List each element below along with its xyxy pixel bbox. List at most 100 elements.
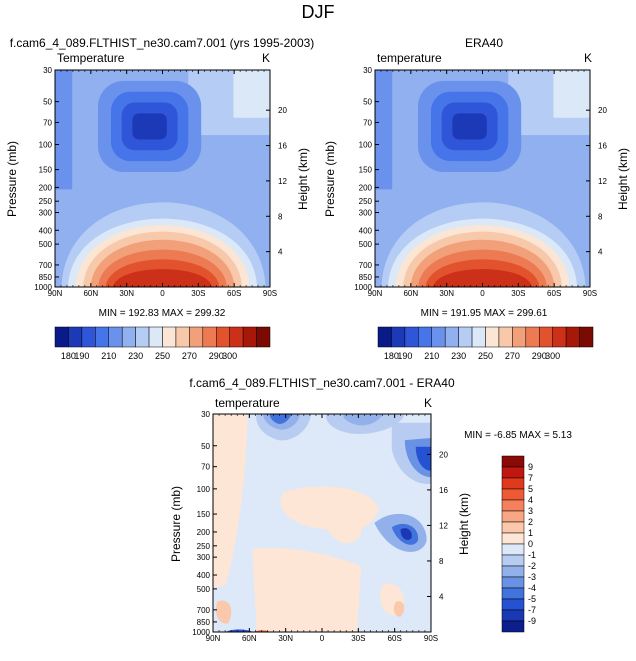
y-tick-label: 1000 — [354, 283, 372, 292]
colorbar-swatch — [579, 326, 594, 348]
colorbar-swatch — [162, 326, 177, 348]
panel-diff-left-label: temperature — [215, 396, 280, 410]
colorbar-label: 180 — [384, 351, 399, 361]
x-tick-label: 60N — [242, 634, 257, 643]
colorbar-swatch — [501, 587, 525, 600]
plot-diff: 90N 60N 30N 0 30S 60S 90S 30 50 70 100 150 200 250 300… — [192, 410, 448, 643]
colorbar-swatch — [501, 521, 525, 534]
colorbar-label: -4 — [528, 583, 536, 593]
colorbar-label: -5 — [528, 594, 536, 604]
colorbar-label: 190 — [397, 351, 412, 361]
colorbar-label: 190 — [74, 351, 89, 361]
x-tick-label: 30S — [351, 634, 365, 643]
panel-model-ylabel: Pressure (mb) — [5, 141, 19, 217]
colorbar-label: -9 — [528, 616, 536, 626]
y-tick-label: 500 — [359, 240, 373, 249]
colorbar-label: 4 — [528, 495, 533, 505]
y2-tick-label: 20 — [439, 450, 448, 459]
colorbar-label: 270 — [505, 351, 520, 361]
plot-obs: 90N 60N 30N 0 30S 60S 90S 30 50 70 100 150 200 250 300… — [354, 66, 607, 298]
contour-band — [233, 70, 270, 118]
colorbar-swatch — [501, 488, 525, 501]
y-tick-label: 700 — [39, 261, 53, 270]
panel-model-unit: K — [262, 51, 270, 65]
panel-model-left-label: Temperature — [57, 51, 125, 65]
colorbar-label: 9 — [528, 462, 533, 472]
panel-model: f.cam6_4_089.FLTHIST_ne30.cam7.001 (yrs … — [5, 36, 314, 361]
colorbar-label: 0 — [528, 539, 533, 549]
contour-band — [213, 414, 248, 589]
x-tick-label: 30N — [439, 289, 454, 298]
colorbar-label: 290 — [209, 351, 224, 361]
y-tick-label: 250 — [197, 542, 211, 551]
contour-band — [452, 113, 487, 140]
contour-band — [113, 269, 212, 287]
colorbar-swatch — [229, 326, 244, 348]
colorbar-swatch — [501, 499, 525, 512]
colorbar-label: 180 — [61, 351, 76, 361]
colorbar-swatch — [121, 326, 136, 348]
colorbar-swatch — [501, 466, 525, 479]
x-tick-label: 90S — [424, 634, 438, 643]
y-tick-label: 850 — [197, 618, 211, 627]
contour-band — [375, 70, 393, 190]
plot-model: 90N 60N 30N 0 30S 60S 90S 30 50 70 100 150 200 250 300… — [34, 66, 287, 298]
y2-tick-label: 12 — [598, 177, 607, 186]
colorbar-swatch — [501, 565, 525, 578]
panel-obs-y2label: Height (km) — [616, 148, 630, 210]
colorbar-label: 290 — [532, 351, 547, 361]
panel-obs-minmax: MIN = 191.95 MAX = 299.61 — [421, 308, 548, 319]
colorbar-swatch — [108, 326, 123, 348]
x-tick-label: 90N — [368, 289, 383, 298]
y-tick-label: 500 — [39, 240, 53, 249]
y2-tick-label: 4 — [278, 248, 283, 257]
colorbar-label: -3 — [528, 572, 536, 582]
y-tick-label: 250 — [39, 197, 53, 206]
y-tick-label: 70 — [43, 118, 52, 127]
colorbar-swatch — [256, 326, 271, 348]
panel-model-caption: f.cam6_4_089.FLTHIST_ne30.cam7.001 (yrs … — [10, 36, 315, 50]
y-tick-label: 70 — [201, 463, 210, 472]
contour-band — [252, 548, 362, 632]
y-tick-label: 700 — [197, 606, 211, 615]
x-tick-label: 60S — [388, 634, 402, 643]
contour-band — [215, 600, 232, 624]
colorbar-swatch — [95, 326, 109, 348]
panel-diff-minmax: MIN = -6.85 MAX = 5.13 — [464, 430, 572, 441]
colorbar-swatch — [525, 326, 540, 348]
colorbar-label: 2 — [528, 517, 533, 527]
y-tick-label: 300 — [359, 208, 373, 217]
colorbar-label: 230 — [451, 351, 466, 361]
colorbar-swatch — [202, 326, 217, 348]
colorbar-swatch — [377, 326, 392, 348]
colorbar-swatch — [501, 510, 525, 523]
x-tick-label: 30N — [119, 289, 134, 298]
colorbar-swatch — [54, 326, 69, 348]
y-tick-label: 30 — [201, 410, 210, 419]
x-tick-label: 90N — [48, 289, 63, 298]
contour-band — [132, 113, 167, 140]
colorbar-swatch — [404, 326, 419, 348]
y-tick-label: 50 — [43, 98, 52, 107]
y-tick-label: 400 — [197, 571, 211, 580]
colorbar-label: 3 — [528, 506, 533, 516]
y-tick-label: 50 — [363, 98, 372, 107]
contour-band — [553, 70, 590, 118]
contour-band — [393, 601, 405, 617]
colorbar-swatch — [471, 326, 486, 348]
colorbar-swatch — [501, 598, 525, 611]
x-tick-label: 60N — [403, 289, 418, 298]
colorbar-swatch — [418, 326, 432, 348]
colorbar-label: 7 — [528, 473, 533, 483]
colorbar-label: 210 — [101, 351, 116, 361]
y-tick-label: 50 — [201, 442, 210, 451]
y2-tick-label: 8 — [598, 212, 603, 221]
colorbar-swatch — [68, 326, 83, 348]
y2-tick-label: 4 — [439, 592, 444, 601]
colorbar-swatch — [498, 326, 513, 348]
colorbar-label: 250 — [155, 351, 170, 361]
y2-tick-label: 16 — [439, 486, 448, 495]
y-tick-label: 30 — [363, 66, 372, 75]
colorbar-label: -2 — [528, 561, 536, 571]
panel-obs-left-label: temperature — [377, 51, 442, 65]
